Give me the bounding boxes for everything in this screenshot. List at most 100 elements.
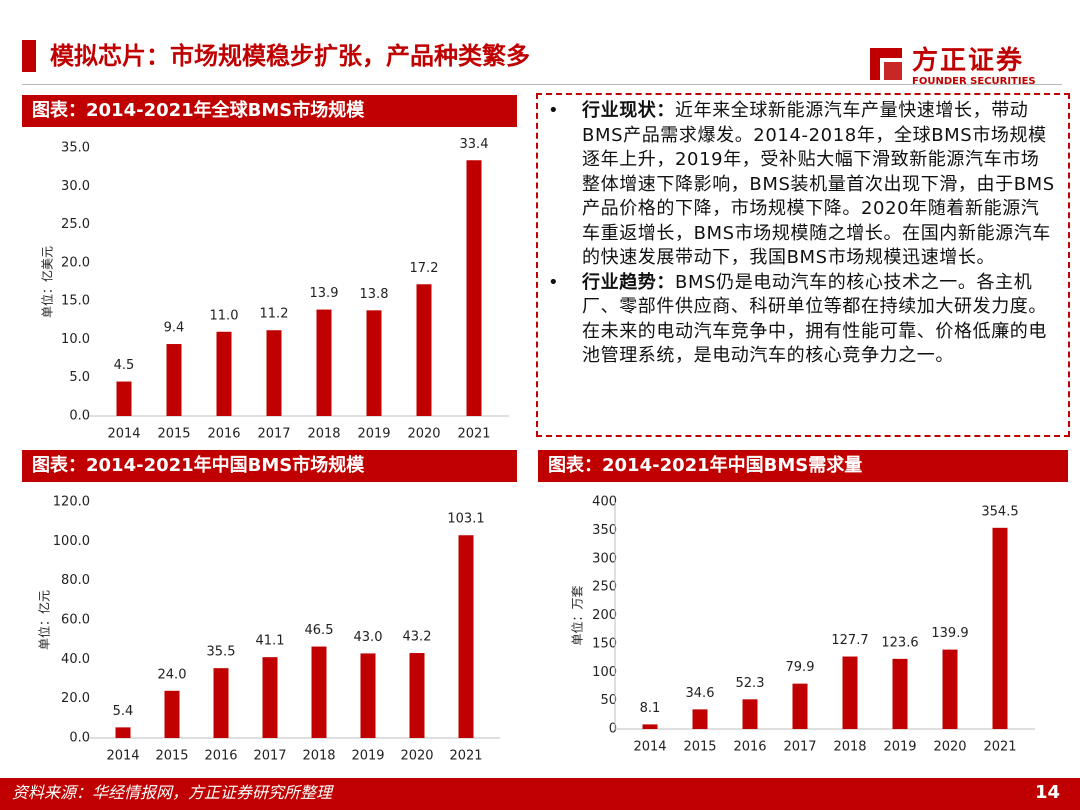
bar	[892, 658, 908, 729]
bar	[115, 727, 131, 738]
x-tick-label: 2016	[733, 740, 766, 755]
y-tick-label: 15.0	[61, 294, 90, 309]
bullet-text: 近年来全球新能源汽车产量快速增长，带动BMS产品需求爆发。2014-2018年，…	[582, 100, 1055, 268]
data-label: 354.5	[981, 504, 1018, 519]
bar	[164, 690, 180, 738]
data-label: 34.6	[686, 686, 715, 701]
bar	[416, 284, 432, 416]
y-tick-label: 80.0	[61, 573, 90, 588]
x-tick-label: 2018	[302, 749, 335, 764]
data-label: 24.0	[158, 667, 187, 682]
x-tick-label: 2014	[106, 749, 139, 764]
data-label: 4.5	[114, 358, 135, 373]
x-tick-label: 2014	[633, 740, 666, 755]
y-tick-label: 25.0	[61, 217, 90, 232]
y-tick-label: 300	[592, 551, 617, 566]
y-tick-label: 120.0	[53, 495, 90, 510]
x-tick-label: 2018	[833, 740, 866, 755]
x-tick-label: 2021	[983, 740, 1016, 755]
y-tick-label: 40.0	[61, 652, 90, 667]
data-label: 52.3	[736, 676, 765, 691]
bullet-label: 行业现状：	[582, 100, 675, 121]
x-tick-label: 2019	[357, 427, 390, 442]
logo-icon	[870, 48, 902, 80]
y-tick-label: 100	[592, 665, 617, 680]
bar	[360, 653, 376, 738]
x-tick-label: 2017	[257, 427, 290, 442]
data-label: 127.7	[831, 633, 868, 648]
y-tick-label: 50	[600, 693, 617, 708]
bullet-text: BMS仍是电动汽车的核心技术之一。各主机厂、零部件供应商、科研单位等都在持续加大…	[582, 271, 1047, 367]
x-tick-label: 2015	[157, 427, 190, 442]
y-tick-label: 5.0	[69, 370, 90, 385]
bar	[216, 331, 232, 416]
text-box: 行业现状：近年来全球新能源汽车产量快速增长，带动BMS产品需求爆发。2014-2…	[536, 93, 1070, 437]
chart-title: 图表：2014-2021年中国BMS市场规模	[22, 450, 517, 482]
data-label: 9.4	[164, 321, 185, 336]
rule	[22, 84, 1062, 85]
y-axis-label: 单位：万套	[570, 585, 585, 645]
y-tick-label: 10.0	[61, 332, 90, 347]
x-tick-label: 2020	[400, 749, 433, 764]
title-mark	[22, 40, 36, 72]
bar	[842, 656, 858, 729]
x-tick-label: 2017	[783, 740, 816, 755]
y-tick-label: 250	[592, 580, 617, 595]
bar	[942, 649, 958, 729]
y-axis-label: 单位：亿元	[37, 590, 52, 650]
bar	[992, 527, 1008, 729]
data-label: 17.2	[410, 261, 439, 276]
y-tick-label: 350	[592, 523, 617, 538]
data-label: 41.1	[256, 634, 285, 649]
bar	[692, 709, 708, 729]
data-label: 11.2	[260, 307, 289, 322]
data-label: 79.9	[786, 660, 815, 675]
data-label: 46.5	[305, 623, 334, 638]
bar	[311, 646, 327, 738]
x-tick-label: 2015	[683, 740, 716, 755]
bar	[116, 381, 132, 416]
bullet: 行业趋势：BMS仍是电动汽车的核心技术之一。各主机厂、零部件供应商、科研单位等都…	[548, 271, 1056, 369]
y-tick-label: 100.0	[53, 534, 90, 549]
page-number: 14	[1034, 782, 1060, 803]
chart-title: 图表：2014-2021年全球BMS市场规模	[22, 95, 517, 127]
x-tick-label: 2019	[351, 749, 384, 764]
slide-title: 模拟芯片：市场规模稳步扩张，产品种类繁多	[50, 42, 530, 70]
data-label: 11.0	[210, 308, 239, 323]
bar	[316, 309, 332, 416]
source: 资料来源：华经情报网，方正证券研究所整理	[12, 783, 333, 802]
bullet-label: 行业趋势：	[582, 271, 675, 293]
x-tick-label: 2014	[107, 427, 140, 442]
y-axis-label: 单位：亿美元	[40, 246, 55, 318]
x-tick-label: 2018	[307, 427, 340, 442]
x-tick-label: 2016	[207, 427, 240, 442]
logo-sub: FOUNDER SECURITIES	[912, 76, 1036, 87]
data-label: 33.4	[460, 137, 489, 152]
data-label: 43.2	[403, 630, 432, 645]
y-tick-label: 400	[592, 495, 617, 510]
x-tick-label: 2021	[449, 749, 482, 764]
x-tick-label: 2016	[204, 749, 237, 764]
bar	[266, 330, 282, 416]
x-tick-label: 2019	[883, 740, 916, 755]
y-tick-label: 20.0	[61, 691, 90, 706]
data-label: 13.8	[360, 287, 389, 302]
x-tick-label: 2015	[155, 749, 188, 764]
logo-name: 方正证券	[912, 46, 1025, 76]
bar	[466, 160, 482, 416]
y-tick-label: 150	[592, 636, 617, 651]
bar	[213, 668, 229, 738]
footer	[0, 778, 1080, 810]
y-tick-label: 35.0	[61, 141, 90, 156]
y-tick-label: 60.0	[61, 613, 90, 628]
y-tick-label: 20.0	[61, 255, 90, 270]
charts: 0.0 5.0 10.0 15.0 20.0 25.0 30.0 35.0 单位：亿美元 2014…	[37, 137, 1035, 764]
bar	[792, 683, 808, 729]
data-label: 13.9	[310, 286, 339, 301]
data-label: 123.6	[881, 635, 918, 650]
data-label: 139.9	[931, 626, 968, 641]
x-tick-label: 2020	[933, 740, 966, 755]
data-label: 103.1	[447, 512, 484, 527]
bullet: 行业现状：近年来全球新能源汽车产量快速增长，带动BMS产品需求爆发。2014-2…	[548, 99, 1056, 271]
